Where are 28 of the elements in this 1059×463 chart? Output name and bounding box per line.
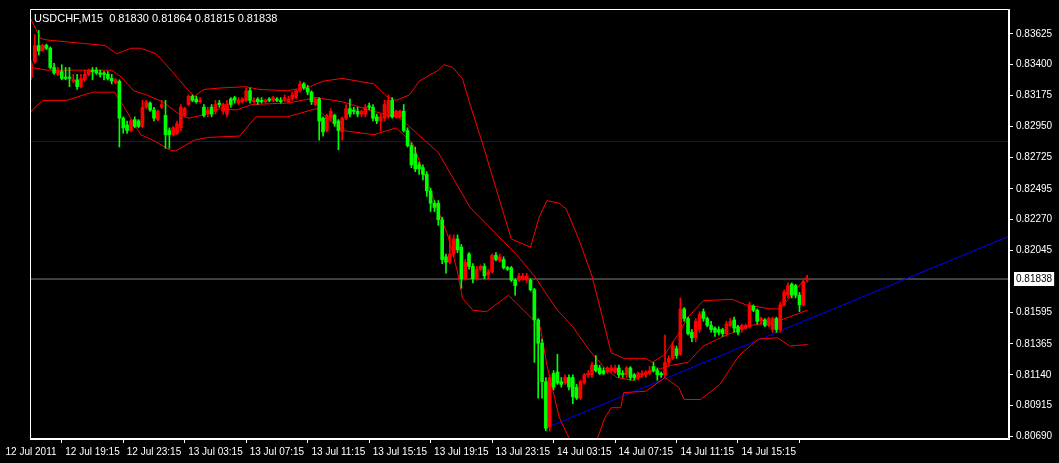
y-tick-label: 0.83625 <box>1016 27 1053 39</box>
y-tick-label: 0.80915 <box>1016 399 1053 411</box>
y-tick-label: 0.82495 <box>1016 182 1053 194</box>
x-tick-label: 13 Jul 15:15 <box>372 445 428 457</box>
x-tick-label: 14 Jul 15:15 <box>741 445 797 457</box>
y-tick-label: 0.82950 <box>1016 120 1053 132</box>
y-tick-label: 0.81140 <box>1016 368 1052 380</box>
x-tick-label: 13 Jul 11:15 <box>311 445 366 457</box>
y-tick-label: 0.80690 <box>1016 430 1053 442</box>
x-tick-label: 14 Jul 03:15 <box>557 445 612 457</box>
y-tick-label: 0.83400 <box>1016 58 1053 70</box>
x-tick-label: 13 Jul 03:15 <box>188 445 244 457</box>
x-tick-label: 14 Jul 11:15 <box>680 445 735 457</box>
y-tick-label: 0.83175 <box>1016 89 1053 101</box>
y-tick-label: 0.81365 <box>1016 337 1053 349</box>
y-tick-label: 0.82725 <box>1016 151 1053 163</box>
chart-title: USDCHF,M15 0.81830 0.81864 0.81815 0.81838 <box>34 11 278 24</box>
x-tick-label: 13 Jul 19:15 <box>434 445 490 457</box>
x-tick-label: 13 Jul 07:15 <box>249 445 305 457</box>
x-tick-label: 12 Jul 23:15 <box>126 445 182 457</box>
ref-line-label: 0.81838 <box>1016 272 1053 284</box>
y-tick-label: 0.82045 <box>1016 244 1053 256</box>
x-tick-label: 12 Jul 2011 <box>5 445 57 457</box>
x-tick-label: 14 Jul 07:15 <box>618 445 674 457</box>
x-tick-label: 13 Jul 23:15 <box>495 445 551 457</box>
y-tick-label: 0.82270 <box>1016 213 1053 225</box>
y-tick-label: 0.81595 <box>1016 306 1053 318</box>
x-tick-label: 12 Jul 19:15 <box>65 445 121 457</box>
